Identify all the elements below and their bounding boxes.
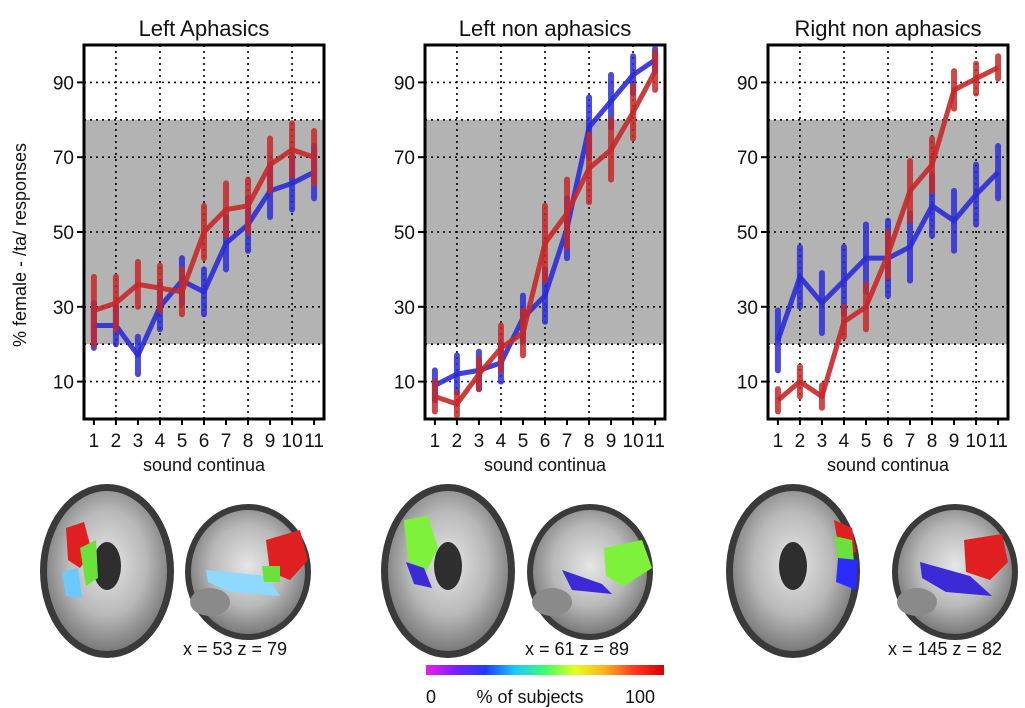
brain-ventricle (434, 542, 462, 590)
y-tick-label: 70 (394, 148, 415, 169)
x-tick-label: 4 (839, 431, 850, 452)
lesion-overlay (604, 540, 652, 586)
x-tick-label: 6 (883, 431, 894, 452)
brain-cerebellum (190, 588, 230, 616)
y-tick-label: 10 (394, 373, 415, 394)
colorbar: 0 % of subjects 100 (426, 665, 664, 707)
brain-ventricle (779, 542, 807, 590)
brain-cerebellum (897, 588, 937, 616)
x-tick-label: 10 (282, 431, 303, 452)
x-tick-label: 5 (518, 431, 529, 452)
x-tick-label: 11 (988, 431, 1008, 452)
y-tick-label: 90 (53, 73, 74, 94)
x-tick-label: 8 (584, 431, 595, 452)
y-tick-label: 30 (737, 298, 758, 319)
x-tick-label: 2 (795, 431, 806, 452)
x-tick-label: 10 (623, 431, 644, 452)
axial-brain-image (40, 484, 174, 658)
x-tick-label: 1 (430, 431, 441, 452)
x-tick-label: 9 (265, 431, 276, 452)
y-tick-label: 50 (737, 223, 758, 244)
x-tick-label: 1 (89, 431, 100, 452)
brain-cerebellum (532, 588, 572, 616)
x-tick-label: 3 (474, 431, 485, 452)
lesion-overlay (834, 536, 854, 562)
lesion-overlay (406, 562, 432, 588)
lesion-overlay (62, 568, 82, 598)
y-tick-label: 90 (737, 73, 758, 94)
sagittal-brain-image (185, 504, 311, 640)
colorbar-min-label: 0 (426, 687, 436, 707)
x-tick-label: 1 (773, 431, 784, 452)
y-tick-label: 50 (53, 223, 74, 244)
series-red (90, 120, 318, 348)
panel-title: Left Aphasics (139, 16, 270, 41)
lesion-overlay (404, 516, 438, 572)
y-axis-label: % female - /ta/ responses (10, 143, 30, 347)
panel-title: Left non aphasics (459, 16, 631, 41)
x-tick-label: 7 (562, 431, 573, 452)
x-tick-label: 7 (905, 431, 916, 452)
x-tick-label: 2 (452, 431, 463, 452)
lesion-overlay (206, 570, 280, 596)
x-tick-label: 3 (817, 431, 828, 452)
y-tick-label: 30 (394, 298, 415, 319)
axial-brain-image (381, 484, 515, 658)
brain-coordinates-label: x = 53 z = 79 (183, 639, 287, 659)
series-red (431, 49, 659, 419)
x-tick-label: 7 (221, 431, 232, 452)
x-tick-label: 6 (540, 431, 551, 452)
x-tick-label: 11 (645, 431, 665, 452)
panel-title: Right non aphasics (794, 16, 981, 41)
axial-brain-image (726, 484, 860, 658)
colorbar-title: % of subjects (476, 687, 583, 707)
brain-ventricle (93, 542, 121, 590)
x-tick-label: 2 (111, 431, 122, 452)
lesion-overlay (562, 570, 612, 594)
x-tick-label: 4 (155, 431, 166, 452)
x-tick-label: 9 (949, 431, 960, 452)
x-tick-label: 8 (927, 431, 938, 452)
colorbar-gradient (426, 665, 664, 675)
y-tick-label: 70 (737, 148, 758, 169)
x-tick-label: 5 (861, 431, 872, 452)
x-tick-label: 3 (133, 431, 144, 452)
x-axis-label: sound continua (484, 455, 607, 475)
x-tick-label: 6 (199, 431, 210, 452)
y-tick-label: 10 (53, 373, 74, 394)
x-axis-label: sound continua (143, 455, 266, 475)
lesion-overlay (836, 558, 858, 590)
brain-coordinates-label: x = 61 z = 89 (525, 639, 629, 659)
x-tick-label: 4 (496, 431, 507, 452)
y-tick-label: 10 (737, 373, 758, 394)
y-tick-label: 90 (394, 73, 415, 94)
y-tick-label: 30 (53, 298, 74, 319)
series-red (774, 53, 1002, 415)
x-tick-label: 5 (177, 431, 188, 452)
x-tick-label: 8 (243, 431, 254, 452)
y-tick-label: 70 (53, 148, 74, 169)
brain-images: x = 53 z = 79 x = 61 z = 89 x = 145 z = 82 (40, 484, 1018, 659)
lesion-overlay (920, 562, 992, 596)
sagittal-brain-image (527, 504, 653, 640)
lesion-overlay (262, 566, 280, 582)
x-tick-label: 10 (966, 431, 987, 452)
lesion-overlay (964, 534, 1008, 580)
y-tick-label: 50 (394, 223, 415, 244)
colorbar-max-label: 100 (625, 687, 655, 707)
x-tick-label: 9 (606, 431, 617, 452)
lesion-overlay (80, 540, 98, 586)
sagittal-brain-image (892, 504, 1018, 640)
x-axis-label: sound continua (827, 455, 950, 475)
brain-coordinates-label: x = 145 z = 82 (888, 639, 1002, 659)
x-tick-label: 11 (304, 431, 324, 452)
